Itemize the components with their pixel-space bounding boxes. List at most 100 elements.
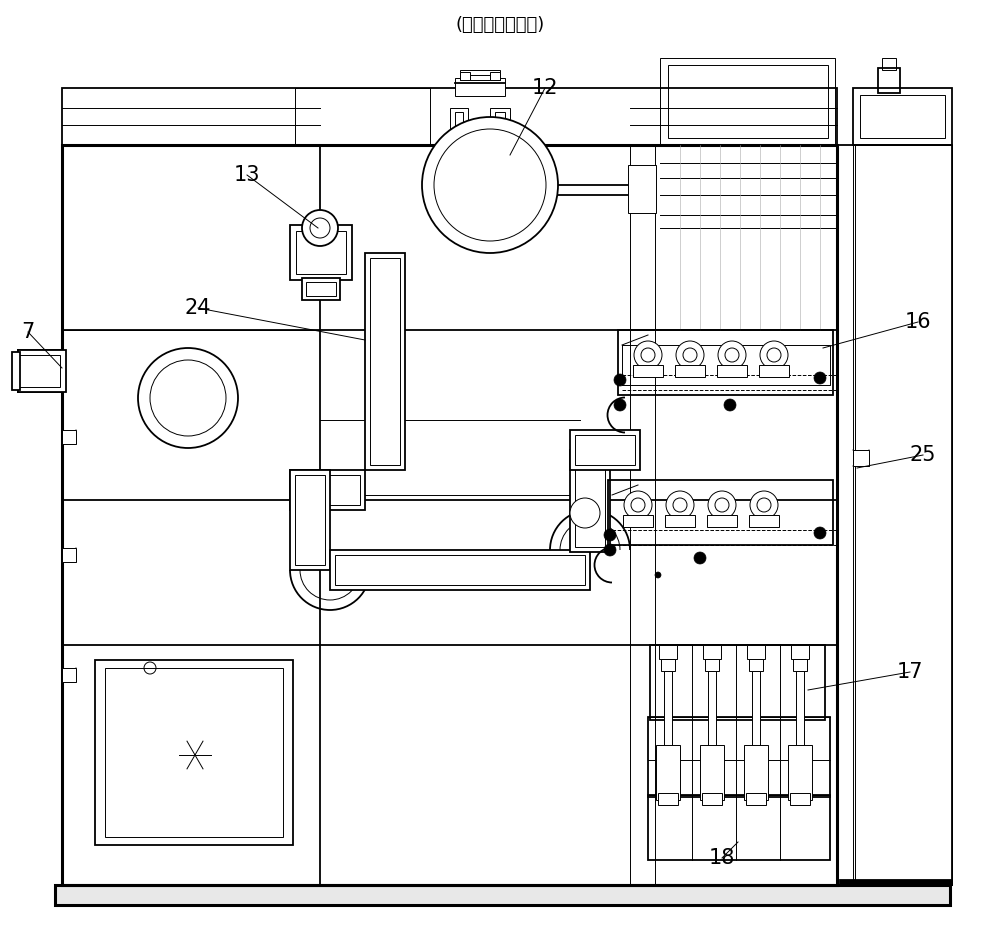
Bar — [660, 58, 835, 145]
Bar — [744, 745, 768, 800]
Bar — [707, 515, 737, 527]
Bar — [793, 659, 807, 671]
Bar — [62, 430, 76, 444]
Circle shape — [604, 529, 616, 541]
Bar — [759, 365, 789, 377]
Text: 16: 16 — [905, 312, 931, 332]
Text: 7: 7 — [21, 322, 35, 342]
Text: 18: 18 — [709, 848, 735, 868]
Bar — [296, 231, 346, 274]
Circle shape — [422, 117, 558, 253]
Bar — [702, 793, 722, 805]
Bar — [62, 548, 76, 562]
Text: 25: 25 — [910, 445, 936, 465]
Bar — [656, 745, 680, 800]
Bar — [18, 355, 60, 387]
Bar — [623, 515, 653, 527]
Bar — [840, 880, 952, 885]
Bar — [62, 668, 76, 682]
Bar — [648, 795, 830, 860]
Circle shape — [624, 491, 652, 519]
Bar — [460, 70, 500, 80]
Bar — [335, 555, 585, 585]
Bar — [717, 365, 747, 377]
Bar — [749, 659, 763, 671]
Bar — [95, 660, 293, 845]
Bar — [295, 88, 430, 145]
Bar — [295, 475, 360, 505]
Bar — [495, 112, 505, 180]
Bar — [330, 550, 590, 590]
Bar — [628, 165, 656, 213]
Bar — [455, 78, 505, 96]
Bar — [860, 95, 945, 138]
Text: 17: 17 — [897, 662, 923, 682]
Bar — [460, 72, 470, 80]
Circle shape — [724, 399, 736, 411]
Bar — [837, 145, 952, 885]
Bar — [658, 793, 678, 805]
Circle shape — [634, 341, 662, 369]
Bar — [370, 258, 400, 465]
Circle shape — [655, 572, 661, 578]
Bar — [62, 145, 837, 885]
Bar — [290, 470, 330, 570]
Bar — [12, 352, 20, 390]
Bar — [18, 350, 66, 392]
Bar — [618, 330, 833, 395]
Bar — [633, 365, 663, 377]
Bar — [306, 282, 336, 296]
Bar — [570, 430, 640, 470]
Bar — [853, 145, 952, 885]
Bar — [703, 645, 721, 659]
Bar — [575, 435, 635, 465]
Bar — [490, 108, 510, 185]
Bar — [853, 88, 952, 145]
Circle shape — [708, 491, 736, 519]
Circle shape — [604, 544, 616, 556]
Bar — [62, 88, 837, 145]
Circle shape — [694, 552, 706, 564]
Bar — [664, 671, 672, 751]
Circle shape — [676, 341, 704, 369]
Bar — [302, 278, 340, 300]
Bar — [105, 668, 283, 837]
Bar — [490, 72, 500, 80]
Bar — [650, 645, 825, 720]
Bar — [790, 793, 810, 805]
Bar — [796, 671, 804, 751]
Bar — [570, 450, 610, 552]
Text: 24: 24 — [185, 298, 211, 318]
Circle shape — [614, 399, 626, 411]
Bar — [365, 253, 405, 470]
Text: 13: 13 — [234, 165, 260, 185]
Bar — [55, 885, 950, 905]
Bar — [648, 717, 830, 797]
Text: (去除料斗和阀门): (去除料斗和阀门) — [455, 16, 545, 34]
Circle shape — [760, 341, 788, 369]
Bar — [708, 671, 716, 751]
Bar — [747, 645, 765, 659]
Bar — [608, 480, 833, 545]
Bar — [882, 58, 896, 70]
Circle shape — [814, 372, 826, 384]
Circle shape — [666, 491, 694, 519]
Circle shape — [570, 498, 600, 528]
Circle shape — [750, 491, 778, 519]
Bar — [665, 515, 695, 527]
Circle shape — [814, 527, 826, 539]
Circle shape — [718, 341, 746, 369]
Bar — [455, 112, 463, 180]
Text: 12: 12 — [532, 78, 558, 98]
Bar — [700, 745, 724, 800]
Bar — [450, 108, 468, 185]
Bar — [661, 659, 675, 671]
Bar — [659, 645, 677, 659]
Circle shape — [138, 348, 238, 448]
Circle shape — [302, 210, 338, 246]
Bar — [290, 470, 365, 510]
Bar — [752, 671, 760, 751]
Bar — [878, 68, 900, 93]
Bar — [788, 745, 812, 800]
Circle shape — [614, 374, 626, 386]
